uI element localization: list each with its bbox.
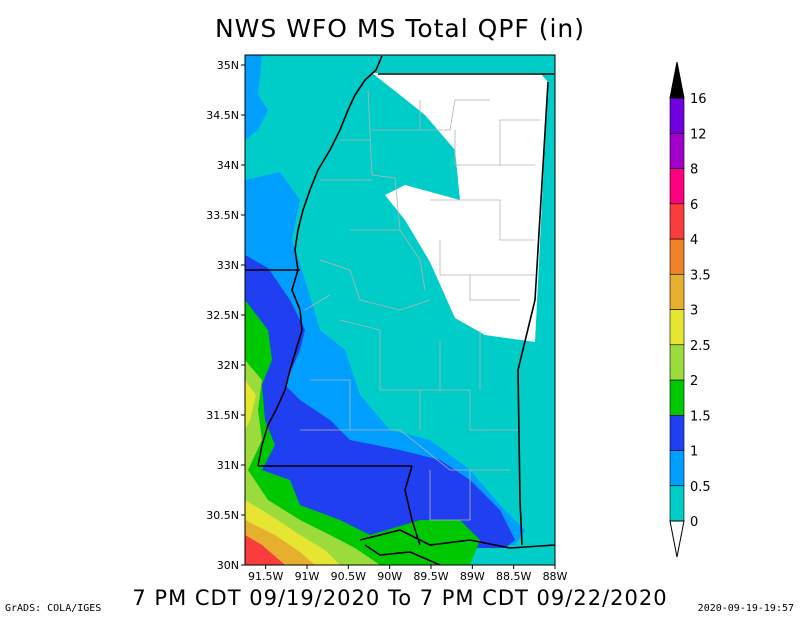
colorbar-bin — [669, 450, 685, 487]
colorbar-label: 16 — [690, 92, 707, 107]
colorbar-bin — [669, 203, 685, 240]
grads-credit: GrADS: COLA/IGES — [5, 603, 102, 614]
lat-tick-label: 34.5N — [206, 109, 239, 122]
colorbar-label: 0.5 — [690, 480, 711, 495]
state-boundaries — [245, 55, 555, 565]
qpf-band-4-to-6 — [245, 535, 285, 565]
colorbar-label: 2 — [690, 374, 698, 389]
county-lines — [300, 89, 540, 521]
qpf-band-1-to-1-5 — [245, 255, 515, 548]
lon-tick-label: 89.5W — [413, 570, 448, 583]
colorbar-bin — [669, 168, 685, 205]
colorbar-bin — [669, 485, 685, 522]
colorbar-label: 3 — [690, 304, 698, 319]
valid-period-label: 7 PM CDT 09/19/2020 To 7 PM CDT 09/22/20… — [132, 586, 668, 610]
lon-tick-label: 91.5W — [248, 570, 283, 583]
lat-tick-label: 32.5N — [206, 309, 239, 322]
colorbar-label: 8 — [690, 163, 698, 178]
lon-tick-label: 88W — [543, 570, 568, 583]
colorbar-label: 0 — [690, 515, 698, 530]
lat-tick-label: 30N — [217, 559, 239, 572]
colorbar-min-triangle — [669, 520, 685, 558]
lon-tick-label: 90W — [377, 570, 402, 583]
eastern-state-line — [517, 81, 549, 546]
map-panel — [245, 55, 555, 565]
colorbar-label: 1 — [690, 445, 698, 460]
colorbar-bin — [669, 344, 685, 381]
colorbar-label: 1.5 — [690, 409, 711, 424]
lon-tick-label: 91W — [295, 570, 320, 583]
colorbar-label: 2.5 — [690, 339, 711, 354]
lat-tick-label: 33N — [217, 259, 239, 272]
lon-tick-label: 88.5W — [496, 570, 531, 583]
qpf-band-2-to-2-5 — [245, 360, 380, 565]
colorbar-label: 4 — [690, 233, 698, 248]
map-frame — [244, 54, 556, 566]
lon-tick-label: 89W — [460, 570, 485, 583]
mississippi-river-boundary — [257, 55, 383, 467]
colorbar-bin — [669, 132, 685, 169]
lon-tick-label: 90.5W — [331, 570, 366, 583]
latitude-axis: 35N 34.5N 34N 33.5N 33N 32.5N 32N 31.5N 31N 30.5N… — [206, 59, 245, 572]
lat-tick-label: 33.5N — [206, 209, 239, 222]
lat-tick-label: 35N — [217, 59, 239, 72]
colorbar-label: 6 — [690, 198, 698, 213]
longitude-axis: 91.5W 91W 90.5W 90W 89.5W 89W 88.5W 88W — [248, 565, 568, 583]
colorbar-bin — [669, 309, 685, 346]
qpf-band-2-5-to-3 — [245, 380, 256, 430]
colorbar-bin — [669, 414, 685, 451]
colorbar-bin — [669, 97, 685, 134]
colorbar-max-triangle — [669, 61, 685, 99]
lat-tick-label: 30.5N — [206, 509, 239, 522]
colorbar-label: 3.5 — [690, 268, 711, 283]
generation-timestamp: 2020-09-19-19:57 — [697, 603, 794, 614]
colorbar-label: 12 — [690, 127, 707, 142]
colorbar-bin — [669, 238, 685, 275]
gulf-coastline — [359, 529, 555, 549]
colorbar: 0 0.5 1 1.5 2 2.5 3 3.5 4 6 8 12 16 — [669, 61, 711, 558]
lat-tick-label: 31N — [217, 459, 239, 472]
lat-tick-label: 31.5N — [206, 409, 239, 422]
map-title: NWS WFO MS Total QPF (in) — [214, 14, 586, 43]
pearl-river-boundary — [404, 465, 421, 546]
colorbar-bin — [669, 379, 685, 416]
lat-tick-label: 32N — [217, 359, 239, 372]
colorbar-bin — [669, 273, 685, 310]
qpf-band-0-5-to-1 — [245, 55, 268, 140]
lat-tick-label: 34N — [217, 159, 239, 172]
